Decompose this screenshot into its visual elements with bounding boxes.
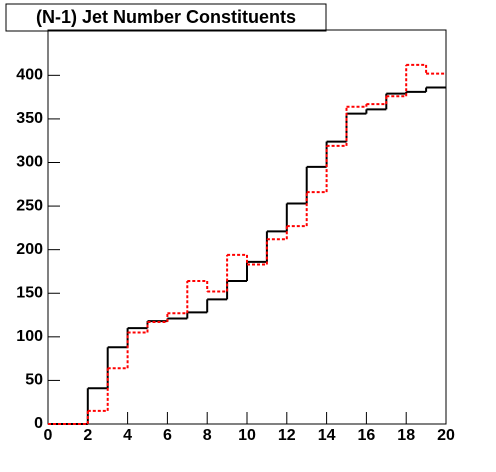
x-tick-label: 14: [318, 427, 336, 444]
chart-title: (N-1) Jet Number Constituents: [36, 7, 296, 27]
x-tick-label: 18: [397, 427, 415, 444]
x-tick-label: 10: [238, 427, 256, 444]
y-tick-label: 0: [34, 415, 43, 432]
title-box: [5, 3, 327, 32]
y-tick-label: 50: [25, 372, 43, 389]
x-tick-label: 4: [123, 427, 132, 444]
x-tick-label: 20: [437, 427, 455, 444]
y-tick-label: 300: [16, 154, 43, 171]
y-tick-label: 250: [16, 197, 43, 214]
y-tick-label: 200: [16, 241, 43, 258]
x-tick-label: 12: [278, 427, 296, 444]
y-tick-label: 350: [16, 110, 43, 127]
x-tick-label: 0: [44, 427, 53, 444]
y-tick-label: 100: [16, 328, 43, 345]
y-tick-label: 150: [16, 284, 43, 301]
x-tick-label: 8: [203, 427, 212, 444]
x-tick-label: 2: [83, 427, 92, 444]
x-tick-label: 6: [163, 427, 172, 444]
y-tick-label: 400: [16, 67, 43, 84]
x-tick-label: 16: [358, 427, 376, 444]
